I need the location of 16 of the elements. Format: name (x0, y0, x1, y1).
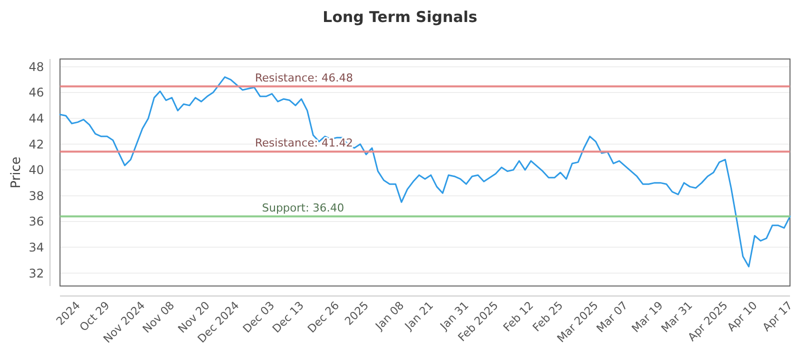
y-tick-label: 42 (28, 137, 44, 152)
chart-title: Long Term Signals (322, 8, 478, 26)
y-tick-label: 46 (28, 86, 44, 100)
x-tick-label: Apr 17 (760, 298, 796, 334)
y-axis-title: Price (9, 156, 24, 188)
y-tick-label: 48 (28, 60, 44, 74)
x-tick-label: Dec 26 (305, 298, 342, 336)
ref-line-label: Resistance: 46.48 (255, 71, 353, 84)
ref-line-label: Support: 36.40 (262, 201, 344, 214)
y-tick-label: 38 (28, 188, 44, 203)
x-tick-label: Jan 21 (402, 298, 436, 334)
y-tick-label: 40 (28, 163, 44, 178)
y-tick-label: 34 (28, 240, 44, 255)
y-tick-label: 32 (28, 266, 44, 280)
y-tick-label: 44 (28, 112, 44, 126)
y-tick-label: 36 (28, 214, 44, 229)
